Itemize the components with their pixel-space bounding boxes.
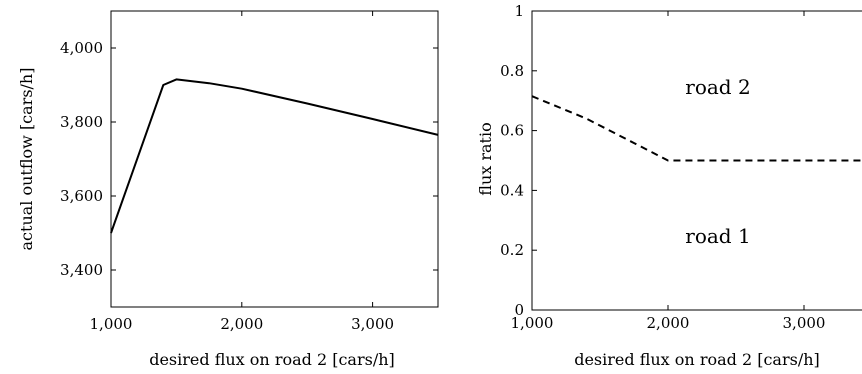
outflow-y-tick-label: 3,600 [60, 187, 103, 205]
outflow-x-tick-label: 2,000 [220, 315, 263, 333]
flux-ratio-series-line [531, 95, 862, 162]
flux-ratio-y-tick-label: 1 [514, 2, 524, 20]
flux-ratio-plot-frame [531, 10, 862, 311]
flux-ratio-ticks: 1,000 2,000 3,000 0 0.2 0.4 0.6 0.8 1 [500, 2, 826, 332]
flux-ratio-x-tick-label: 2,000 [647, 314, 690, 332]
outflow-x-axis-label: desired flux on road 2 [cars/h] [149, 350, 395, 369]
flux-ratio-y-axis-label: flux ratio [476, 122, 495, 195]
outflow-x-tick-label: 1,000 [90, 315, 133, 333]
flux-ratio-y-tick-label: 0.4 [500, 181, 524, 199]
outflow-plot-frame [110, 10, 439, 308]
road-1-label: road 1 [685, 224, 750, 248]
outflow-y-axis-label: actual outflow [cars/h] [17, 68, 36, 251]
flux-ratio-x-axis-label: desired flux on road 2 [cars/h] [574, 350, 820, 369]
flux-ratio-x-tick-label: 1,000 [511, 314, 554, 332]
road-2-label: road 2 [685, 75, 750, 99]
outflow-ticks: 1,000 2,000 3,000 3,400 3,600 3,800 4,000 [60, 11, 438, 333]
outflow-x-tick-label: 3,000 [351, 315, 394, 333]
flux-ratio-y-tick-label: 0 [514, 301, 524, 319]
flux-ratio-x-tick-label: 3,000 [783, 314, 826, 332]
outflow-y-tick-label: 4,000 [60, 39, 103, 57]
outflow-y-tick-label: 3,800 [60, 113, 103, 131]
outflow-series-line [110, 78, 439, 234]
flux-ratio-y-tick-label: 0.8 [500, 62, 524, 80]
outflow-y-tick-label: 3,400 [60, 261, 103, 279]
flux-ratio-chart: 1,000 2,000 3,000 0 0.2 0.4 0.6 0.8 1 road 2 roa… [476, 2, 862, 369]
flux-ratio-y-tick-label: 0.2 [500, 241, 524, 259]
outflow-chart: 1,000 2,000 3,000 3,400 3,600 3,800 4,000 desi… [17, 10, 439, 369]
flux-ratio-y-tick-label: 0.6 [500, 122, 524, 140]
